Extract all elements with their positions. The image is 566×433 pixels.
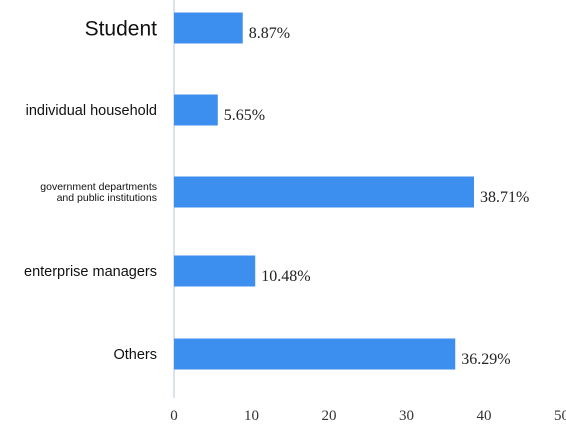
labels-layer: 8.87% Student 5.65% individual household 38.… xyxy=(24,17,529,368)
ticks-layer: 0 10 20 30 40 50 xyxy=(170,408,566,424)
x-tick-label: 50 xyxy=(554,408,566,424)
bars-layer xyxy=(174,12,475,370)
x-tick-label: 10 xyxy=(244,408,259,424)
x-tick-label: 40 xyxy=(477,408,492,424)
category-label: and public institutions xyxy=(57,192,157,204)
bar-value-label: 8.87% xyxy=(249,25,290,42)
category-label: Student xyxy=(85,17,158,40)
bar-value-label: 38.71% xyxy=(480,189,529,206)
bar-value-label: 5.65% xyxy=(224,107,265,124)
bar-value-label: 36.29% xyxy=(461,351,510,368)
bar xyxy=(174,176,475,208)
x-tick-label: 20 xyxy=(322,408,337,424)
bar xyxy=(174,94,218,126)
bar xyxy=(174,255,256,287)
x-tick-label: 0 xyxy=(170,408,178,424)
bar-value-label: 10.48% xyxy=(261,268,310,285)
x-tick-label: 30 xyxy=(399,408,414,424)
category-label: enterprise managers xyxy=(24,264,157,280)
bar xyxy=(174,338,456,370)
category-label: individual household xyxy=(26,103,157,119)
category-label: Others xyxy=(113,347,157,363)
bar xyxy=(174,12,243,44)
category-label: government departments xyxy=(40,181,157,193)
